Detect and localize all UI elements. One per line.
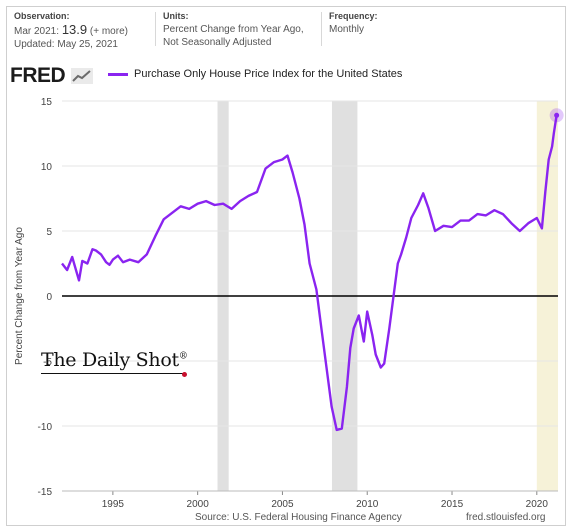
y-axis-label: Percent Change from Year Ago <box>14 227 25 365</box>
x-tick-label: 2005 <box>271 499 294 510</box>
x-tick-label: 2010 <box>356 499 379 510</box>
series-line <box>61 115 558 432</box>
y-tick-label: -10 <box>38 422 53 433</box>
chart-frame <box>6 6 566 526</box>
y-tick-label: 15 <box>41 97 53 108</box>
header-divider <box>321 12 322 46</box>
watermark-dot-icon <box>181 372 187 377</box>
fred-logo-text: FRED <box>10 64 66 87</box>
watermark-text: The Daily Shot <box>41 349 179 371</box>
frequency-value: Monthly <box>329 24 365 35</box>
legend[interactable]: Purchase Only House Price Index for the … <box>108 68 402 80</box>
header-divider <box>155 12 156 46</box>
frequency-label: Frequency: <box>329 11 378 21</box>
legend-label: Purchase Only House Price Index for the … <box>134 68 403 80</box>
observation-label: Observation: <box>14 11 70 21</box>
units-line2: Not Seasonally Adjusted <box>163 37 272 48</box>
y-tick-label: -5 <box>43 357 52 368</box>
updated-text: Updated: May 25, 2021 <box>14 39 118 50</box>
last-point-marker <box>554 112 560 118</box>
y-tick-label: 10 <box>41 162 53 173</box>
units-label: Units: <box>163 11 189 21</box>
units-block: Units: Percent Change from Year Ago, Not… <box>163 10 304 49</box>
watermark-mark: ® <box>178 351 188 362</box>
source-text: Source: U.S. Federal Housing Finance Age… <box>195 512 402 523</box>
fred-logo[interactable]: FRED <box>10 64 93 88</box>
observation-date: Mar 2021: <box>14 26 60 37</box>
y-tick-label: 5 <box>46 227 52 238</box>
site-link[interactable]: fred.stlouisfed.org <box>466 512 546 523</box>
y-tick-label: 0 <box>46 292 52 303</box>
daily-shot-watermark: The Daily Shot® <box>41 349 188 377</box>
x-tick-label: 2015 <box>441 499 464 510</box>
watermark-underline <box>41 373 186 374</box>
observation-more-link[interactable]: (+ more) <box>89 26 128 37</box>
units-line1: Percent Change from Year Ago, <box>163 24 304 35</box>
legend-swatch <box>108 72 128 76</box>
fred-logo-chart-icon <box>70 68 93 84</box>
x-tick-label: 1995 <box>102 499 125 510</box>
observation-block: Observation: Mar 2021: 13.9 (+ more) Upd… <box>14 10 128 51</box>
observation-value: 13.9 <box>61 22 88 37</box>
x-tick-label: 2020 <box>526 499 549 510</box>
x-tick-label: 2000 <box>187 499 210 510</box>
y-tick-label: -15 <box>38 487 53 498</box>
frequency-block: Frequency: Monthly <box>329 10 378 36</box>
